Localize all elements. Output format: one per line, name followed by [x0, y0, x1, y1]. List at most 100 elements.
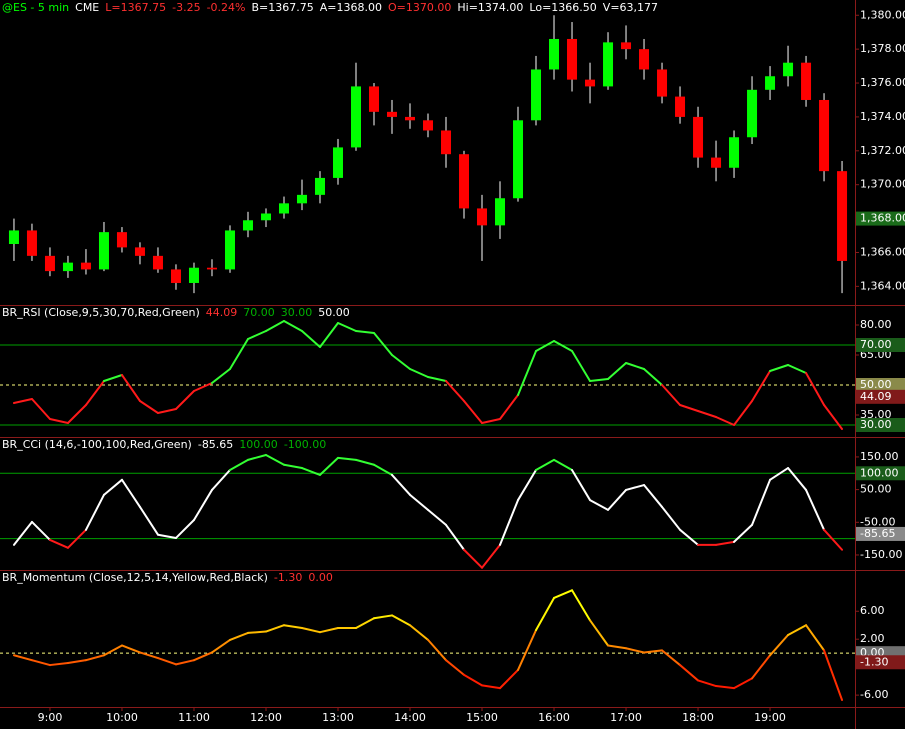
indicator-segment — [66, 528, 87, 549]
legend-item: 30.00 — [281, 306, 313, 319]
legend-item: -0.24% — [207, 1, 246, 14]
y-tick-label: 1,370.00 — [860, 178, 905, 191]
x-tick-label: 15:00 — [466, 711, 498, 724]
indicator-segment — [156, 533, 177, 539]
indicator-segment — [336, 456, 357, 461]
indicator-segment — [607, 362, 628, 380]
value-badge-label: 44.09 — [860, 390, 892, 403]
indicator-segment — [463, 548, 484, 569]
candle-body — [603, 42, 614, 87]
candle-body — [441, 130, 452, 155]
y-tick-label: 1,374.00 — [860, 110, 905, 123]
x-tick-label: 17:00 — [610, 711, 642, 724]
indicator-segment — [823, 404, 844, 430]
value-badge-label: 70.00 — [860, 338, 892, 351]
value-badge — [856, 211, 905, 226]
indicator-segment — [318, 322, 339, 348]
indicator-segment — [246, 453, 267, 461]
candle-body — [639, 49, 650, 70]
indicator-segment — [12, 398, 33, 404]
indicator-segment — [228, 631, 249, 641]
indicator-segment — [246, 630, 267, 634]
indicator-segment — [481, 418, 502, 424]
candle-body — [242, 220, 253, 231]
candle-body — [206, 267, 217, 270]
x-tick-label: 13:00 — [322, 711, 354, 724]
indicator-segment — [553, 340, 574, 352]
value-badge-label: 30.00 — [860, 418, 892, 431]
indicator-segment — [264, 453, 285, 466]
indicator-segment — [589, 619, 610, 647]
indicator-segment — [192, 651, 213, 662]
y-tick-label: 2.00 — [860, 632, 885, 645]
indicator-segment — [138, 505, 159, 536]
indicator-segment — [733, 677, 754, 690]
value-badge — [856, 526, 905, 541]
legend-item: 100.00 — [239, 438, 278, 451]
indicator-segment — [30, 520, 51, 541]
indicator-segment — [246, 330, 267, 340]
y-tick-label: 35.00 — [860, 408, 892, 421]
legend-item: 50.00 — [318, 306, 350, 319]
indicator-segment — [120, 374, 141, 402]
indicator-segment — [787, 364, 808, 374]
legend-item: BR_Momentum (Close,12,5,14,Yellow,Red,Bl… — [2, 571, 268, 584]
candle-body — [278, 203, 289, 214]
candle-body — [405, 116, 416, 121]
indicator-segment — [48, 418, 69, 424]
indicator-segment — [625, 647, 646, 654]
indicator-segment — [228, 338, 249, 370]
indicator-segment — [192, 382, 213, 392]
candle-body — [423, 120, 434, 131]
candle-body — [729, 137, 740, 168]
indicator-segment — [751, 654, 772, 680]
indicator-legend: BR_CCi (14,6,-100,100,Red,Green) -85.65 10… — [2, 438, 326, 451]
legend-item: -85.65 — [198, 438, 233, 451]
indicator-segment — [84, 654, 105, 662]
indicator-legend: BR_RSI (Close,9,5,30,70,Red,Green) 44.09 7… — [2, 306, 350, 319]
indicator-segment — [138, 651, 159, 660]
legend-item: 70.00 — [243, 306, 275, 319]
candle-body — [675, 96, 686, 117]
value-badge — [856, 418, 905, 432]
legend-item: Hi=1374.00 — [457, 1, 523, 14]
indicator-segment — [445, 659, 466, 676]
indicator-segment — [553, 458, 574, 472]
indicator-segment — [102, 478, 123, 496]
value-badge-label: -1.30 — [860, 655, 888, 668]
indicator-segment — [571, 469, 592, 502]
indicator-segment — [805, 624, 826, 652]
value-badge — [856, 338, 905, 352]
indicator-segment — [300, 627, 321, 634]
y-tick-label: 1,366.00 — [860, 245, 905, 258]
indicator-segment — [589, 499, 610, 511]
legend-item: V=63,177 — [603, 1, 658, 14]
candle-body — [783, 62, 794, 77]
candle-body — [567, 38, 578, 80]
candle-body — [296, 194, 307, 204]
indicator-segment — [409, 493, 430, 511]
indicator-segment — [661, 505, 682, 531]
indicator-segment — [427, 376, 448, 382]
indicator-segment — [607, 488, 628, 511]
indicator-segment — [318, 456, 339, 476]
indicator-segment — [120, 644, 141, 654]
candle-body — [134, 247, 145, 256]
indicator-segment — [30, 398, 51, 420]
candle-body — [116, 232, 127, 248]
legend-item: BR_RSI (Close,9,5,30,70,Red,Green) — [2, 306, 200, 319]
indicator-segment — [715, 540, 736, 546]
y-tick-label: 1,372.00 — [860, 144, 905, 157]
legend-item: Lo=1366.50 — [529, 1, 596, 14]
indicator-segment — [751, 478, 772, 526]
indicator-segment — [391, 354, 412, 370]
legend-item: A=1368.00 — [320, 1, 382, 14]
indicator-segment — [354, 617, 375, 630]
indicator-segment — [769, 467, 790, 481]
indicator-segment — [66, 659, 87, 664]
candle-body — [44, 255, 55, 272]
candle-body — [801, 62, 812, 100]
y-tick-label: 80.00 — [860, 318, 892, 331]
legend-item: -1.30 — [274, 571, 302, 584]
